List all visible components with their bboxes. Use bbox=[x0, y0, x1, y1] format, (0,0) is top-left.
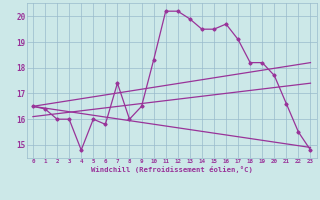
X-axis label: Windchill (Refroidissement éolien,°C): Windchill (Refroidissement éolien,°C) bbox=[91, 166, 253, 173]
